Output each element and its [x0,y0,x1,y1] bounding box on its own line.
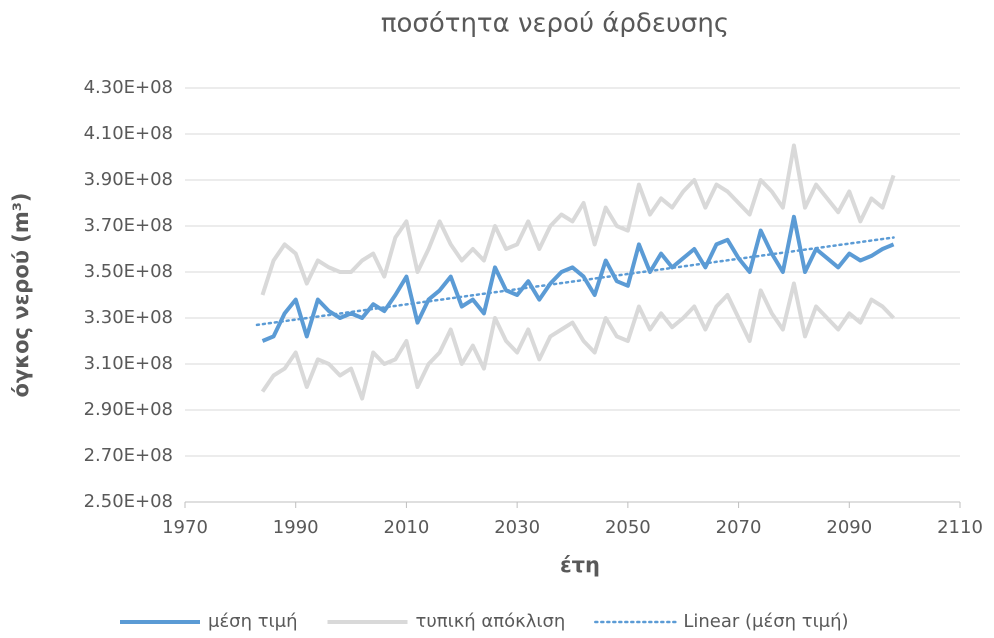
x-axis-label: έτη [560,553,600,577]
series-line [255,236,895,327]
y-tick-label: 2.50E+08 [84,491,173,512]
x-tick-label: 2030 [494,517,540,538]
x-tick-label: 1970 [162,517,208,538]
y-tick-label: 3.30E+08 [84,307,173,328]
chart-title: ποσότητα νερού άρδευσης [381,9,729,39]
legend-label: Linear (μέση τιμή) [683,611,848,632]
y-tick-label: 3.70E+08 [84,215,173,236]
x-tick-label: 2070 [716,517,762,538]
x-tick-label: 2050 [605,517,651,538]
y-tick-label: 3.90E+08 [84,169,173,190]
y-tick-label: 2.70E+08 [84,445,173,466]
x-tick-label: 2010 [384,517,430,538]
x-tick-label: 2090 [826,517,872,538]
y-axis-label: όγκος νερού (m³) [9,192,33,397]
legend-label: μέση τιμή [208,611,298,632]
series-line [260,143,896,296]
x-tick-label: 2110 [937,517,983,538]
legend-label: τυπική απόκλιση [416,611,566,632]
y-tick-label: 4.10E+08 [84,123,173,144]
series-line [260,281,896,401]
series-line [261,214,895,343]
y-tick-label: 2.90E+08 [84,399,173,420]
y-tick-label: 4.30E+08 [84,77,173,98]
y-tick-label: 3.10E+08 [84,353,173,374]
x-tick-label: 1990 [273,517,319,538]
y-tick-label: 3.50E+08 [84,261,173,282]
